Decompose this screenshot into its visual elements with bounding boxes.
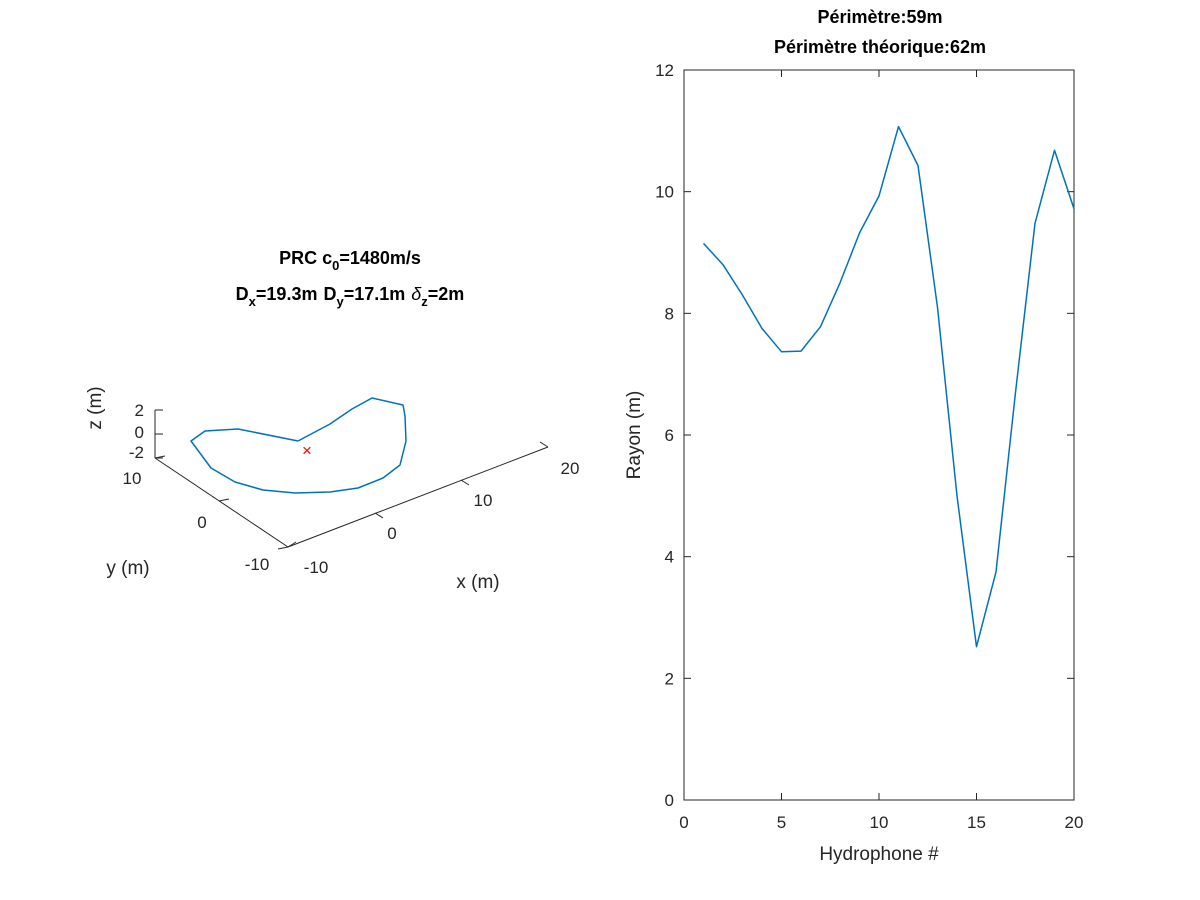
z-tick-label: -2 bbox=[129, 443, 144, 462]
right-line-plot: Périmètre:59m Périmètre théorique:62m 0 5… bbox=[624, 7, 1083, 865]
left-title-line1: PRC c0=1480m/s bbox=[279, 248, 421, 273]
x-ticks: 0 5 10 15 20 bbox=[679, 70, 1083, 832]
right-y-axis-label: Rayon (m) bbox=[624, 391, 645, 480]
plot-area-frame bbox=[683, 69, 1075, 801]
y-tick-label: 0 bbox=[197, 513, 206, 532]
y-axis-line bbox=[154, 457, 289, 548]
rayon-series-line bbox=[702, 125, 1075, 648]
y-ticks: 0 2 4 6 8 10 12 bbox=[655, 61, 1074, 810]
y-tick-label: 2 bbox=[665, 669, 674, 688]
x-tick-label: 0 bbox=[387, 524, 396, 543]
x-tick-mark bbox=[539, 441, 549, 448]
x-tick-label: 15 bbox=[967, 813, 986, 832]
y-tick-label: 4 bbox=[665, 548, 674, 567]
center-marker: × bbox=[302, 441, 312, 460]
x-tick-mark bbox=[460, 479, 470, 486]
y-tick-label: 12 bbox=[655, 61, 674, 80]
x-tick-mark bbox=[287, 541, 297, 548]
y-axis-label: y (m) bbox=[106, 558, 149, 579]
right-title-line2: Périmètre théorique:62m bbox=[774, 37, 986, 57]
y-tick-mark bbox=[218, 498, 230, 502]
y-tick-label: 10 bbox=[123, 469, 142, 488]
y-tick-mark bbox=[277, 546, 289, 550]
x-tick-label: 20 bbox=[1065, 813, 1084, 832]
y-tick-label: 8 bbox=[665, 304, 674, 323]
y-tick-label: 0 bbox=[665, 791, 674, 810]
right-title-line1: Périmètre:59m bbox=[817, 7, 942, 27]
z-axis-label: z (m) bbox=[85, 386, 106, 429]
x-axis-label: x (m) bbox=[456, 572, 499, 593]
z-tick-label: 0 bbox=[135, 423, 144, 442]
y-tick-label: 6 bbox=[665, 426, 674, 445]
left-title-line2: Dx=19.3m Dy=17.1m δz=2m bbox=[236, 284, 465, 309]
y-tick-label: -10 bbox=[245, 555, 270, 574]
x-tick-mark bbox=[374, 512, 384, 519]
z-tick-label: 2 bbox=[135, 401, 144, 420]
left-3d-plot: PRC c0=1480m/s Dx=19.3m Dy=17.1m δz=2m -10… bbox=[85, 248, 579, 593]
x-tick-label: 10 bbox=[870, 813, 889, 832]
y-tick-label: 10 bbox=[655, 183, 674, 202]
x-tick-label: -10 bbox=[304, 558, 329, 577]
x-tick-label: 10 bbox=[474, 491, 493, 510]
right-x-axis-label: Hydrophone # bbox=[819, 844, 939, 865]
x-tick-label: 20 bbox=[561, 459, 580, 478]
x-tick-label: 0 bbox=[679, 813, 688, 832]
x-axis-line bbox=[287, 446, 549, 548]
x-tick-label: 5 bbox=[777, 813, 786, 832]
hydrophone-array-outline bbox=[190, 397, 407, 494]
